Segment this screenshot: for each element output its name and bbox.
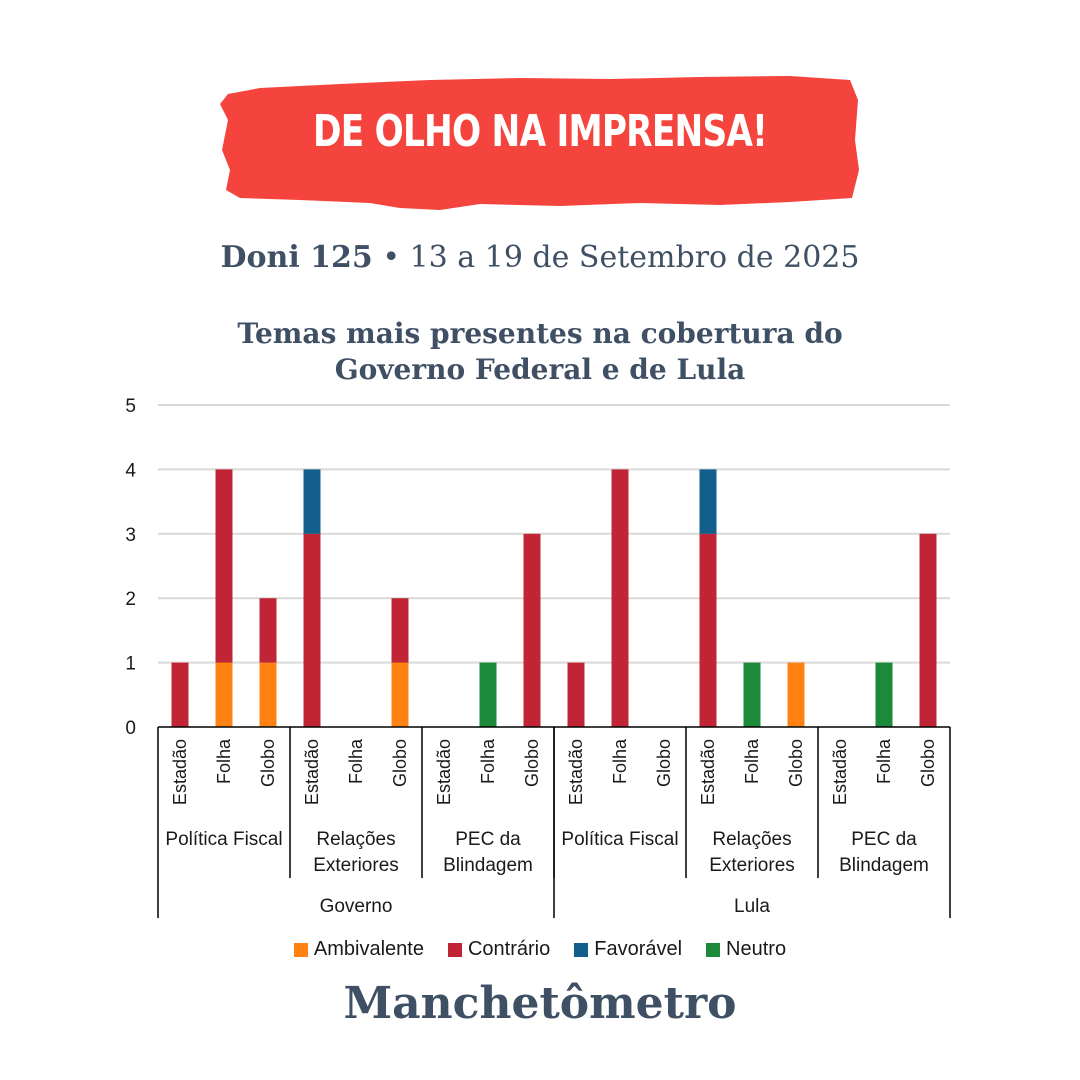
banner-brush	[220, 76, 859, 210]
subtitle-separator: •	[372, 240, 410, 275]
topic-group-label: PEC da	[455, 829, 521, 850]
bar-segment	[743, 662, 761, 727]
bar-segment	[303, 469, 321, 534]
y-tick-label: 1	[125, 654, 136, 675]
chart-title: Temas mais presentes na cobertura do Gov…	[0, 316, 1080, 388]
brand-logo: Manchetômetro	[343, 978, 737, 1029]
edition-date: 13 a 19 de Setembro de 2025	[409, 240, 860, 275]
category-label: Folha	[742, 738, 762, 784]
category-label: Globo	[918, 739, 938, 787]
category-label: Estadão	[830, 739, 850, 805]
bar-segment	[303, 533, 321, 727]
category-label: Estadão	[434, 739, 454, 805]
edition-subtitle: Doni 125 • 13 a 19 de Setembro de 2025	[0, 240, 1080, 275]
category-label: Estadão	[302, 739, 322, 805]
bar-segment	[611, 469, 629, 727]
legend-label: Neutro	[726, 938, 787, 960]
legend-label: Favorável	[594, 938, 683, 960]
bar-segment	[391, 662, 409, 727]
legend-swatch	[574, 942, 589, 957]
category-label: Folha	[214, 738, 234, 784]
chart-title-line-1: Temas mais presentes na cobertura do	[237, 317, 843, 350]
bar-segment	[259, 662, 277, 727]
legend-label: Ambivalente	[313, 938, 424, 960]
topic-group-label: Exteriores	[313, 855, 399, 876]
category-label: Folha	[478, 738, 498, 784]
bar-segment	[699, 469, 717, 534]
bar-segment	[919, 533, 937, 727]
legend-swatch	[293, 942, 308, 957]
bar-segment	[523, 533, 541, 727]
bar-segment	[215, 662, 233, 727]
y-tick-label: 2	[125, 589, 136, 610]
bar-segment	[699, 533, 717, 727]
entity-group-label: Governo	[320, 896, 393, 917]
banner-shape	[220, 76, 859, 210]
bar-segment	[259, 598, 277, 663]
topic-group-label: Política Fiscal	[165, 829, 282, 850]
edition-number: Doni 125	[220, 240, 373, 275]
bar-segment	[215, 469, 233, 663]
category-label: Estadão	[698, 739, 718, 805]
category-label: Globo	[258, 739, 278, 787]
y-tick-label: 4	[125, 460, 136, 481]
y-tick-label: 5	[125, 396, 136, 417]
bar-segment	[567, 662, 585, 727]
y-tick-label: 3	[125, 525, 136, 546]
legend-swatch	[706, 942, 721, 957]
topic-group-label: Relações	[316, 829, 395, 850]
category-label: Folha	[346, 738, 366, 784]
category-label: Globo	[654, 739, 674, 787]
entity-group-label: Lula	[734, 896, 770, 917]
bar-segment	[875, 662, 893, 727]
chart-title-line-2: Governo Federal e de Lula	[334, 353, 746, 386]
category-label: Globo	[522, 739, 542, 787]
topic-group-label: Blindagem	[443, 855, 533, 876]
category-label: Globo	[786, 739, 806, 787]
bar-segment	[171, 662, 189, 727]
y-tick-label: 0	[125, 718, 136, 739]
bar-segment	[787, 662, 805, 727]
category-label: Globo	[390, 739, 410, 787]
banner-title: DE OLHO NA IMPRENSA!	[312, 106, 768, 157]
legend-item: Neutro	[706, 938, 786, 961]
category-label: Estadão	[170, 739, 190, 805]
legend-swatch	[447, 942, 462, 957]
topic-group-label: Exteriores	[709, 855, 795, 876]
category-label: Folha	[874, 738, 894, 784]
category-label: Estadão	[566, 739, 586, 805]
topic-group-label: PEC da	[851, 829, 917, 850]
topic-group-label: Política Fiscal	[561, 829, 678, 850]
topic-group-label: Blindagem	[839, 855, 929, 876]
category-label: Folha	[610, 738, 630, 784]
bar-segment	[391, 598, 409, 663]
legend-item: Ambivalente	[293, 938, 424, 961]
bar-segment	[479, 662, 497, 727]
topic-group-label: Relações	[712, 829, 791, 850]
legend-item: Favorável	[574, 938, 682, 961]
legend-label: Contrário	[467, 938, 551, 960]
legend-item: Contrário	[447, 938, 551, 961]
chart-legend: Ambivalente Contrário Favorável Neutro	[0, 938, 1080, 961]
